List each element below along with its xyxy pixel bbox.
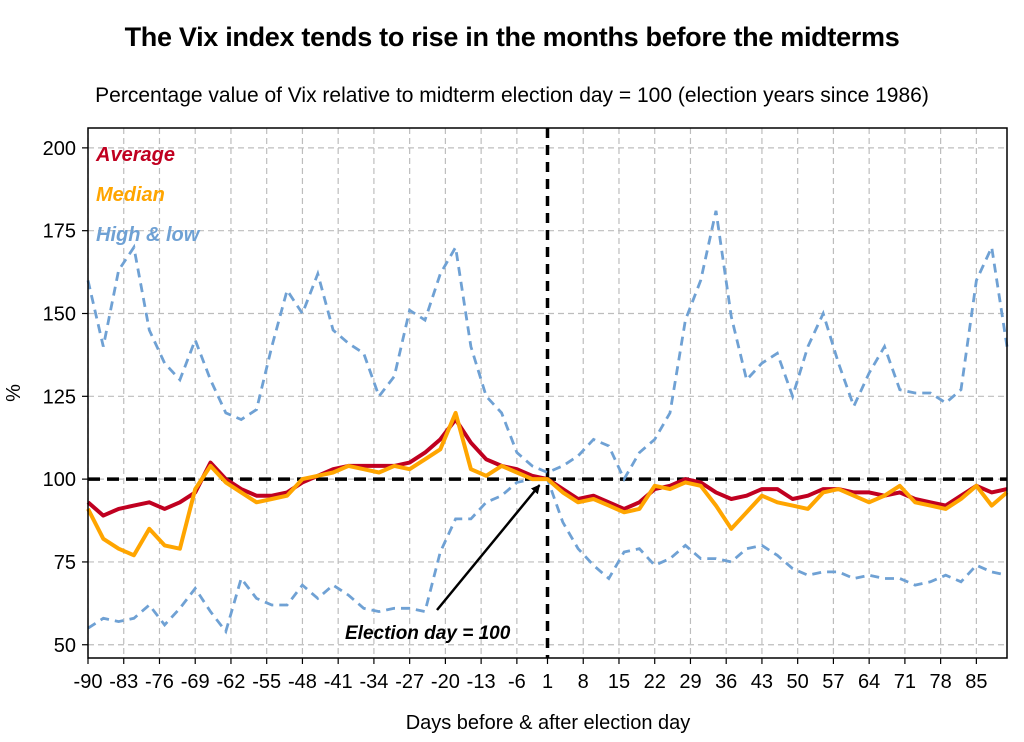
annotation-arrow <box>436 484 541 611</box>
y-tick-label: 100 <box>43 469 76 491</box>
y-tick-label: 75 <box>54 552 76 574</box>
chart-subtitle: Percentage value of Vix relative to midt… <box>95 84 929 107</box>
legend-item-high-low: High & low <box>96 224 201 246</box>
series-lines <box>86 210 1009 635</box>
x-tick-label: 78 <box>930 671 952 693</box>
x-tick-label: 1 <box>542 671 553 693</box>
x-tick-label: 50 <box>787 671 809 693</box>
x-tick-label: 64 <box>858 671 880 693</box>
x-tick-label: -41 <box>324 671 353 693</box>
x-tick-label: -20 <box>431 671 460 693</box>
x-tick-label: 22 <box>644 671 666 693</box>
legend-item-median: Median <box>96 184 165 206</box>
annotation: Election day = 100 <box>345 484 541 644</box>
grid-lines <box>87 128 1007 658</box>
x-tick-label: -34 <box>359 671 388 693</box>
x-tick-label: 8 <box>578 671 589 693</box>
y-tick-label: 50 <box>54 635 76 657</box>
legend-item-average: Average <box>95 144 175 166</box>
x-tick-label: -48 <box>288 671 317 693</box>
annotation-label: Election day = 100 <box>345 623 511 644</box>
x-tick-label: 85 <box>965 671 987 693</box>
x-tick-label: 57 <box>822 671 844 693</box>
y-tick-label: 150 <box>43 304 76 326</box>
x-tick-label: -76 <box>145 671 174 693</box>
x-tick-label: 43 <box>751 671 773 693</box>
chart-title: The Vix index tends to rise in the month… <box>124 22 900 52</box>
y-tick-label: 125 <box>43 386 76 408</box>
x-tick-label: -62 <box>217 671 246 693</box>
x-tick-label: -69 <box>181 671 210 693</box>
x-tick-label: 15 <box>608 671 630 693</box>
x-tick-label: -90 <box>74 671 103 693</box>
series-line-median <box>86 410 1009 558</box>
x-tick-label: -55 <box>252 671 281 693</box>
x-tick-label: -27 <box>395 671 424 693</box>
x-axis-ticks: -90 -83 -76 -69 -62 -55 -48 -41 -34 -27 -20 -13 -6 1 8… <box>74 658 987 693</box>
x-axis-label: Days before & after election day <box>406 712 691 734</box>
x-tick-label: 29 <box>679 671 701 693</box>
x-tick-label: 36 <box>715 671 737 693</box>
x-tick-label: 71 <box>894 671 916 693</box>
legend: Average Median High & low <box>95 144 201 246</box>
y-axis-ticks: 50 75 100 125 150 175 200 <box>43 138 88 657</box>
x-tick-label: -83 <box>109 671 138 693</box>
x-tick-label: -13 <box>467 671 496 693</box>
y-axis-label: % <box>3 384 25 402</box>
y-tick-label: 175 <box>43 221 76 243</box>
y-tick-label: 200 <box>43 138 76 160</box>
x-tick-label: -6 <box>508 671 526 693</box>
series-line-high <box>86 210 1009 483</box>
